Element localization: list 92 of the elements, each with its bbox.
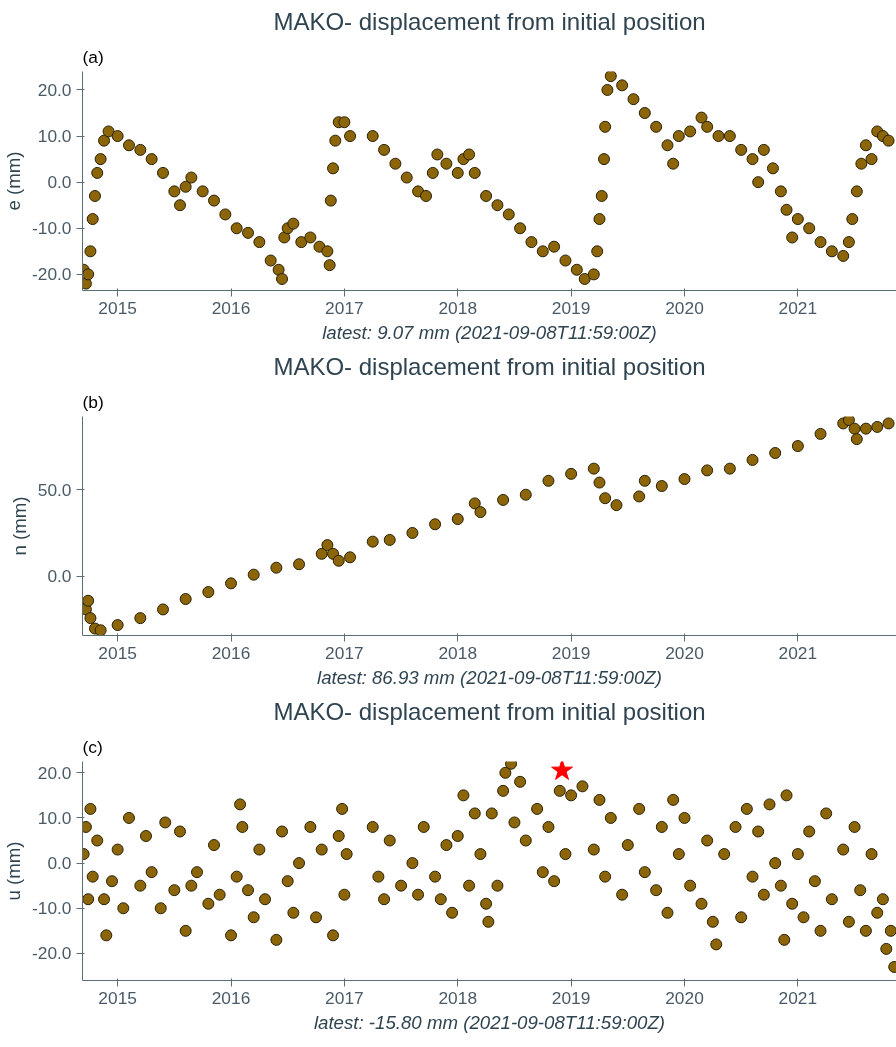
- y-tick-label: 0.0: [47, 172, 72, 193]
- point: [848, 422, 861, 435]
- point: [593, 476, 606, 489]
- point: [871, 420, 884, 433]
- chart-title: MAKO- displacement from initial position: [273, 697, 706, 725]
- y-axis-title: u (mm): [3, 841, 24, 901]
- x-tick-label: 2020: [665, 987, 704, 1008]
- y-tick-label: 20.0: [37, 79, 72, 100]
- y-tick-label: -10.0: [32, 218, 72, 239]
- point: [678, 473, 691, 486]
- chart-title: MAKO- displacement from initial position: [273, 352, 706, 380]
- point: [202, 586, 215, 599]
- text: (c): [82, 736, 103, 757]
- point: [655, 480, 668, 493]
- point: [270, 561, 283, 574]
- y-tick-label: 0.0: [47, 566, 72, 587]
- point: [429, 518, 442, 531]
- x-tick-label: 2016: [211, 297, 251, 318]
- point: [94, 624, 107, 636]
- point: [156, 603, 169, 616]
- point: [519, 488, 532, 501]
- point: [293, 558, 306, 571]
- point: [746, 453, 759, 466]
- x-tick-label: 2018: [438, 642, 478, 663]
- x-axis-title: latest: 9.07 mm (2021-09-08T11:59:00Z): [322, 321, 657, 343]
- point: [366, 535, 379, 548]
- point: [406, 526, 419, 539]
- point: [769, 447, 782, 459]
- point: [859, 422, 872, 435]
- point: [882, 417, 895, 430]
- point: [497, 493, 510, 506]
- point: [850, 433, 863, 446]
- x-tick-label: 2016: [211, 642, 251, 663]
- point: [344, 551, 357, 564]
- x-tick-label: 2021: [778, 987, 818, 1008]
- point: [315, 547, 328, 560]
- text: (a): [82, 46, 104, 67]
- x-tick-label: 2015: [98, 987, 137, 1008]
- point: [179, 593, 192, 605]
- point: [842, 416, 855, 426]
- y-tick-label: 20.0: [37, 762, 72, 783]
- point: [225, 577, 238, 590]
- point: [610, 499, 623, 512]
- point: [791, 440, 804, 453]
- x-tick-label: 2019: [551, 297, 591, 318]
- x-tick-label: 2021: [778, 642, 818, 663]
- x-tick-label: 2019: [551, 987, 591, 1008]
- point: [84, 612, 97, 625]
- y-tick-label: 10.0: [37, 807, 72, 828]
- y-axis-title: e (mm): [3, 151, 24, 211]
- x-tick-label: 2020: [665, 297, 704, 318]
- y-tick-label: -20.0: [32, 943, 72, 964]
- y-axis-title: n (mm): [8, 496, 30, 556]
- point: [474, 506, 487, 519]
- point: [814, 427, 827, 440]
- x-tick-label: 2016: [211, 987, 251, 1008]
- point: [638, 474, 651, 487]
- y-tick-label: -20.0: [32, 264, 72, 285]
- x-tick-label: 2017: [325, 642, 364, 663]
- x-tick-label: 2019: [551, 642, 591, 663]
- y-tick-label: 50.0: [37, 479, 72, 500]
- point: [82, 594, 95, 607]
- y-tick-label: 0.0: [47, 853, 72, 874]
- y-tick-label: 10.0: [37, 126, 72, 147]
- chart-title: MAKO- displacement from initial position: [273, 7, 706, 35]
- text: (b): [82, 391, 104, 412]
- point: [383, 533, 396, 546]
- x-axis-title: latest: 86.93 mm (2021-09-08T11:59:00Z): [317, 666, 662, 688]
- x-tick-label: 2017: [325, 987, 364, 1008]
- point: [542, 474, 555, 487]
- point: [247, 568, 260, 581]
- point: [468, 497, 481, 510]
- point: [321, 539, 334, 552]
- x-tick-label: 2017: [325, 297, 364, 318]
- x-tick-label: 2018: [438, 297, 478, 318]
- x-axis-title: latest: -15.80 mm (2021-09-08T11:59:00Z): [313, 1011, 666, 1033]
- point: [332, 554, 345, 567]
- point: [599, 492, 612, 505]
- point: [587, 462, 600, 475]
- point: [723, 462, 736, 475]
- x-tick-label: 2021: [778, 297, 818, 318]
- x-tick-label: 2015: [98, 297, 137, 318]
- point: [701, 464, 714, 477]
- point: [633, 490, 646, 503]
- point: [134, 612, 147, 625]
- point: [451, 513, 464, 526]
- x-tick-label: 2015: [98, 642, 137, 663]
- point: [111, 619, 124, 632]
- point: [565, 467, 578, 480]
- x-tick-label: 2018: [438, 987, 478, 1008]
- y-tick-label: -10.0: [32, 898, 72, 919]
- x-tick-label: 2020: [665, 642, 704, 663]
